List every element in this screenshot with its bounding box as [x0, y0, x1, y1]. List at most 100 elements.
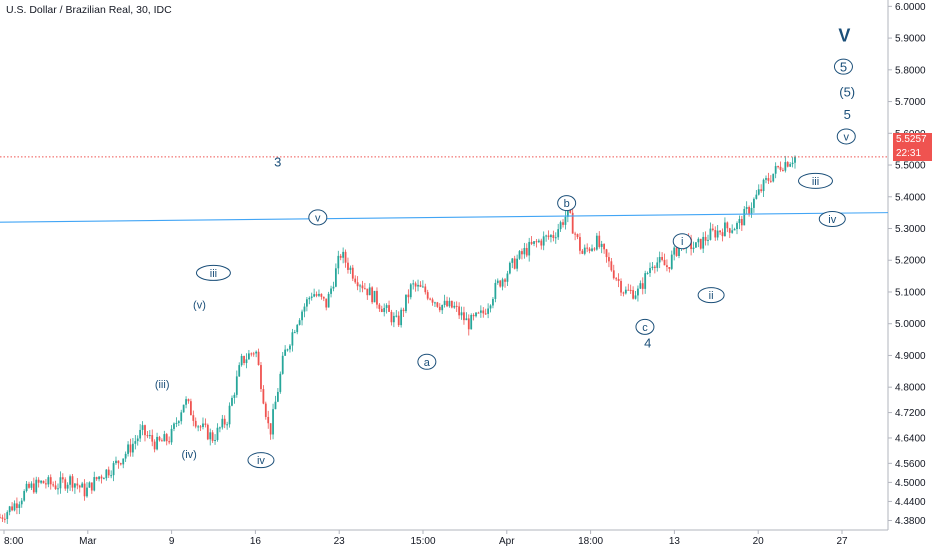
candle-body — [252, 353, 255, 355]
countdown-tag: 22:31 — [893, 147, 932, 161]
candle-body — [395, 315, 398, 317]
candle-body — [383, 307, 386, 312]
candle-body — [141, 425, 144, 430]
candle-body — [371, 287, 374, 303]
y-tick-label: 4.3800 — [895, 516, 926, 527]
y-tick-label: 4.6400 — [895, 433, 926, 444]
candle-body — [552, 235, 555, 238]
candle-body — [339, 255, 342, 258]
candle-body — [724, 222, 726, 237]
candle-body — [513, 258, 516, 269]
candle-body — [291, 332, 294, 346]
candle-body — [318, 293, 320, 296]
wave-label: v — [844, 131, 850, 143]
y-tick-label: 5.8000 — [895, 65, 926, 76]
candle-body — [448, 300, 451, 307]
candle-body — [675, 247, 678, 256]
candle-body — [460, 312, 463, 316]
candle-body — [504, 279, 506, 282]
candle-body — [289, 345, 291, 350]
candle-body — [736, 223, 738, 230]
candle-body — [160, 440, 163, 442]
candle-body — [366, 288, 369, 296]
candle-body — [216, 427, 219, 440]
candle-body — [182, 404, 185, 413]
candle-body — [257, 351, 260, 366]
candle-body — [325, 298, 328, 308]
candle-body — [542, 236, 545, 246]
x-tick-label: 23 — [334, 536, 346, 547]
candle-body — [463, 312, 465, 321]
candle-body — [1, 517, 4, 519]
candle-body — [465, 318, 468, 321]
candle-body — [762, 179, 765, 192]
candle-body — [438, 306, 441, 311]
candle-body — [765, 178, 767, 180]
candle-body — [540, 240, 543, 246]
candle-body — [279, 373, 282, 392]
candle-body — [368, 287, 371, 296]
candle-body — [627, 289, 630, 291]
wave-label: v — [315, 212, 321, 224]
candle-body — [199, 426, 202, 428]
wave-label-circle — [247, 452, 275, 469]
candle-body — [431, 299, 434, 303]
candle-body — [151, 435, 154, 442]
candle-body — [492, 298, 494, 306]
candle-body — [173, 423, 175, 429]
candle-body — [743, 209, 746, 226]
candle-body — [634, 295, 637, 299]
candle-body — [748, 207, 750, 214]
candle-body — [107, 469, 110, 476]
candle-body — [794, 156, 796, 163]
y-tick-label: 4.9000 — [895, 351, 926, 362]
candle-body — [641, 283, 644, 289]
candle-body — [651, 266, 654, 269]
candle-body — [755, 194, 758, 199]
y-tick-label: 5.2000 — [895, 256, 926, 267]
candle-body — [622, 292, 625, 294]
x-tick-label: 27 — [836, 536, 848, 547]
candle-body — [47, 477, 50, 485]
candle-body — [453, 305, 456, 308]
candle-body — [760, 189, 763, 192]
candle-body — [320, 293, 323, 297]
y-tick-label: 4.5600 — [895, 459, 926, 470]
candle-body — [557, 229, 560, 238]
candle-body — [593, 248, 596, 250]
candle-body — [298, 320, 301, 325]
candle-body — [28, 483, 30, 488]
candle-body — [426, 292, 429, 299]
candle-body — [8, 506, 11, 513]
candle-body — [564, 216, 567, 225]
wave-label-circle — [833, 58, 853, 75]
candle-body — [37, 479, 40, 483]
candle-body — [153, 441, 156, 450]
candle-body — [83, 483, 86, 497]
candle-body — [274, 401, 277, 410]
candle-body — [337, 255, 340, 269]
x-tick-label: 13 — [669, 536, 681, 547]
candle-body — [421, 286, 424, 288]
candle-body — [446, 300, 448, 307]
candle-body — [347, 262, 349, 270]
candle-body — [69, 476, 71, 485]
y-tick-label: 5.0000 — [895, 319, 926, 330]
candle-body — [127, 444, 129, 454]
wave-label: (v) — [193, 300, 206, 312]
candle-body — [692, 247, 695, 250]
wave-label: (iv) — [182, 449, 197, 461]
y-tick-label: 5.7000 — [895, 97, 926, 108]
candle-body — [566, 206, 569, 217]
candle-body — [373, 290, 376, 303]
wave-label-circle — [417, 353, 437, 370]
wave-label-circle — [836, 128, 856, 145]
candle-body — [57, 488, 59, 490]
candle-body — [310, 296, 313, 298]
candle-body — [228, 405, 231, 425]
candle-body — [187, 399, 190, 402]
candle-body — [487, 308, 490, 314]
candle-body — [402, 309, 405, 312]
candle-body — [695, 242, 697, 248]
